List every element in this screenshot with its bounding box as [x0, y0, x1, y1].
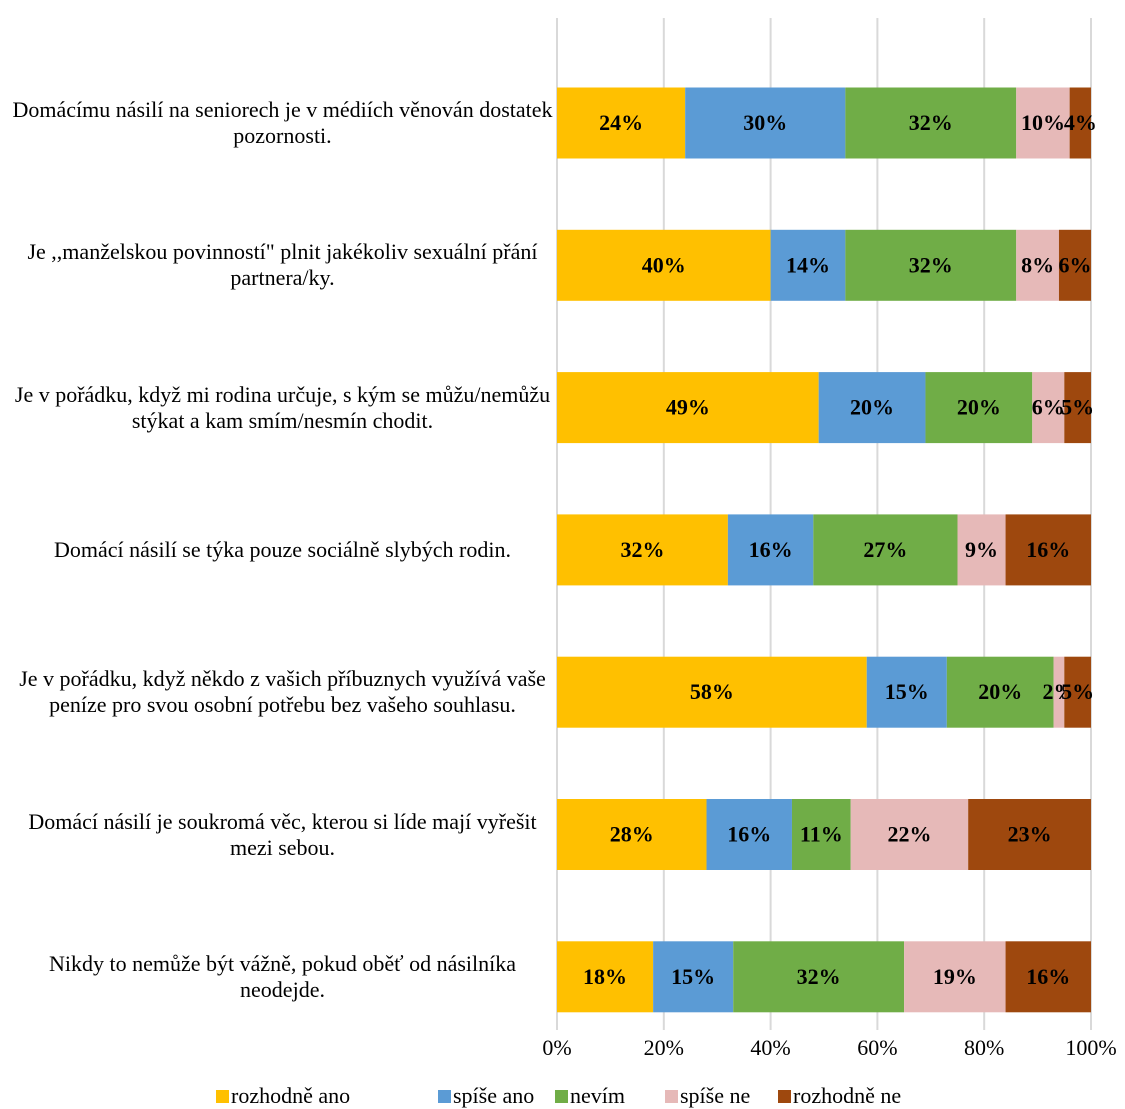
bar-segment	[557, 656, 867, 728]
bar-segment	[813, 514, 958, 586]
data-label: 27%	[863, 537, 907, 562]
data-label: 10%	[1021, 110, 1065, 135]
bar-segment	[706, 799, 792, 870]
category-label: Je v pořádku, když někdo z vašich příbuz…	[19, 666, 546, 718]
bar-segment	[904, 941, 1006, 1013]
data-label: 11%	[800, 822, 843, 847]
x-tick-label: 20%	[644, 1035, 684, 1060]
data-label: 14%	[786, 252, 830, 277]
bar-segment	[557, 799, 707, 870]
data-label: 19%	[933, 964, 977, 989]
bar-segment	[557, 87, 686, 159]
data-label: 15%	[671, 964, 715, 989]
category-label: Domácí násilí je soukromá věc, kterou si…	[28, 808, 537, 860]
data-label: 16%	[1026, 964, 1070, 989]
bar-segment	[1064, 372, 1091, 444]
bar-segment	[1005, 941, 1091, 1013]
data-label: 30%	[743, 110, 787, 135]
bar-segment	[946, 656, 1054, 728]
category-label: Je v pořádku, když mi rodina určuje, s k…	[14, 381, 551, 433]
bar-segment	[957, 514, 1006, 586]
x-tick-label: 0%	[542, 1035, 571, 1060]
bar-segment	[850, 799, 969, 870]
data-label: 32%	[797, 964, 841, 989]
bar-segment	[733, 941, 905, 1013]
bar-segment	[1064, 656, 1091, 728]
data-label: 4%	[1064, 110, 1097, 135]
legend-swatch	[438, 1090, 451, 1103]
x-tick-label: 40%	[750, 1035, 790, 1060]
bar-segment	[557, 372, 819, 444]
x-tick-label: 80%	[964, 1035, 1004, 1060]
x-tick-label: 100%	[1065, 1035, 1116, 1060]
category-label: Nikdy to nemůže být vážně, pokud oběť od…	[48, 950, 517, 1002]
data-label: 49%	[666, 395, 710, 420]
legend-swatch	[555, 1090, 568, 1103]
data-label: 5%	[1061, 395, 1094, 420]
bar-segment	[1016, 87, 1070, 159]
legend-swatch	[216, 1090, 229, 1103]
category-label: Je ,,manželskou povinností" plnit jakéko…	[27, 239, 538, 291]
bar-segment	[968, 799, 1091, 870]
bar-segment	[845, 87, 1017, 159]
bar-segment	[866, 656, 947, 728]
legend-label: rozhodně ne	[793, 1083, 901, 1108]
category-label: Domácímu násilí na seniorech je v médiíc…	[12, 97, 553, 148]
data-label: 28%	[610, 822, 654, 847]
data-label: 5%	[1061, 679, 1094, 704]
data-label: 23%	[1008, 822, 1052, 847]
data-label: 32%	[909, 110, 953, 135]
data-label: 9%	[965, 537, 998, 562]
data-label: 20%	[850, 395, 894, 420]
data-label: 24%	[599, 110, 643, 135]
data-label: 8%	[1021, 252, 1054, 277]
data-label: 18%	[583, 964, 627, 989]
bar-segment	[1016, 229, 1059, 301]
bar-segment	[1058, 229, 1091, 301]
legend-label: nevím	[570, 1083, 625, 1108]
bar-segment	[557, 941, 654, 1013]
bar-segment	[557, 229, 771, 301]
data-label: 16%	[749, 537, 793, 562]
bar-segment	[1053, 656, 1065, 728]
legend-swatch	[778, 1090, 791, 1103]
legend-label: spíše ano	[453, 1083, 534, 1108]
legend-swatch	[665, 1090, 678, 1103]
bar-segment	[557, 514, 728, 586]
legend-label: rozhodně ano	[231, 1083, 350, 1108]
data-label: 6%	[1032, 395, 1065, 420]
data-label: 40%	[642, 252, 686, 277]
data-label: 16%	[1026, 537, 1070, 562]
data-label: 32%	[909, 252, 953, 277]
data-label: 20%	[957, 395, 1001, 420]
bar-segment	[653, 941, 734, 1013]
legend-label: spíše ne	[680, 1083, 750, 1108]
bar-segment	[925, 372, 1033, 444]
bar-segment	[845, 229, 1017, 301]
data-label: 6%	[1058, 252, 1091, 277]
bar-segment	[770, 229, 846, 301]
category-label: Domácí násilí se týka pouze sociálně sly…	[54, 536, 511, 562]
data-label: 20%	[978, 679, 1022, 704]
bar-segment	[1005, 514, 1091, 586]
bar-segment	[685, 87, 846, 159]
bar-segment	[791, 799, 851, 870]
data-label: 16%	[727, 822, 771, 847]
data-label: 32%	[620, 537, 664, 562]
bar-segment	[1069, 87, 1091, 159]
bar-segment	[1032, 372, 1065, 444]
bar-segment	[727, 514, 814, 586]
bar-segment	[818, 372, 926, 444]
x-tick-label: 60%	[857, 1035, 897, 1060]
data-label: 15%	[885, 679, 929, 704]
data-label: 58%	[690, 679, 734, 704]
data-label: 22%	[887, 822, 931, 847]
